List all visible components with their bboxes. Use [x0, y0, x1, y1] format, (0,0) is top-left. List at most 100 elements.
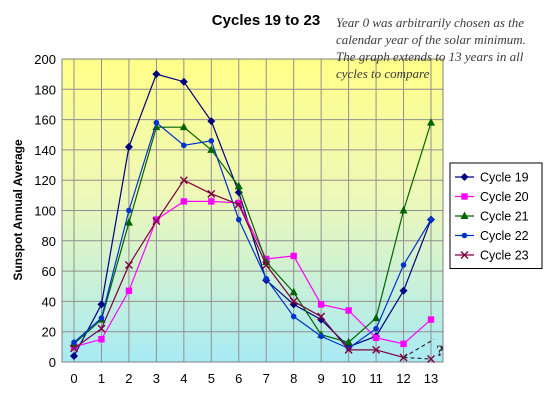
- data-point: [179, 176, 188, 185]
- y-tick-label: 60: [42, 264, 56, 279]
- y-tick-label: 160: [34, 113, 56, 128]
- data-point: [460, 211, 469, 219]
- legend-label: Cycle 20: [480, 190, 529, 204]
- x-tick-label: 6: [235, 371, 242, 386]
- legend-entry: Cycle 20: [455, 190, 529, 204]
- data-point: [460, 251, 469, 259]
- data-point: [289, 297, 298, 306]
- y-tick-label: 20: [42, 325, 56, 340]
- data-point: [372, 345, 381, 354]
- data-point: [460, 173, 469, 181]
- data-point: [180, 198, 188, 205]
- data-point: [317, 312, 326, 321]
- plot-border: [61, 58, 444, 363]
- data-point: [373, 325, 379, 332]
- y-tick-label: 180: [34, 82, 56, 97]
- x-tick-label: 2: [125, 371, 132, 386]
- data-point: [179, 77, 188, 86]
- legend-entry: Cycle 21: [455, 210, 529, 224]
- legend-entry: Cycle 23: [455, 249, 529, 263]
- data-point: [153, 216, 160, 223]
- series-cycle-22: [71, 119, 434, 352]
- chart-title: Cycles 19 to 23: [212, 12, 320, 29]
- legend-label: Cycle 22: [480, 229, 529, 243]
- data-point: [207, 145, 216, 153]
- data-point: [345, 307, 352, 314]
- y-tick-label: 0: [49, 355, 56, 370]
- data-point: [97, 300, 106, 309]
- legend-entry: Cycle 22: [455, 229, 529, 243]
- projection-question-mark: ?: [436, 343, 444, 360]
- legend-entry: Cycle 19: [455, 171, 529, 185]
- x-tick-label: 11: [369, 371, 383, 386]
- data-point: [427, 118, 435, 126]
- data-point: [344, 337, 353, 346]
- x-tick-label: 8: [290, 371, 297, 386]
- x-tick-label: 7: [263, 371, 270, 386]
- y-axis-label: Sunspot Annual Average: [11, 139, 25, 281]
- data-point: [98, 336, 105, 343]
- data-point: [124, 218, 133, 226]
- data-point: [125, 287, 133, 294]
- data-point: [208, 198, 215, 205]
- data-point: [290, 252, 297, 260]
- y-tick-label: 80: [42, 234, 56, 249]
- projection-line-upper: [403, 338, 435, 358]
- data-point: [234, 200, 243, 209]
- data-point: [289, 287, 298, 296]
- data-point: [427, 354, 435, 363]
- series-line: [73, 73, 432, 357]
- data-point: [318, 333, 324, 340]
- data-point: [344, 345, 353, 354]
- data-point: [153, 119, 160, 126]
- x-tick-label: 5: [208, 371, 215, 386]
- y-tick-label: 200: [34, 52, 56, 67]
- series-line: [73, 122, 432, 345]
- data-point: [124, 261, 133, 270]
- x-tick-label: 1: [98, 371, 105, 386]
- data-point: [400, 262, 407, 268]
- data-point: [70, 344, 78, 353]
- data-point: [399, 286, 408, 295]
- legend-label: Cycle 21: [480, 210, 529, 224]
- data-point: [290, 313, 297, 320]
- data-point: [372, 334, 380, 341]
- legend-label: Cycle 23: [480, 249, 529, 263]
- y-tick-label: 40: [42, 294, 56, 309]
- data-point: [207, 189, 216, 198]
- y-tick-label: 120: [34, 173, 56, 188]
- projection: ?: [403, 338, 444, 363]
- data-point: [428, 216, 434, 223]
- data-point: [317, 301, 325, 308]
- x-tick-label: 13: [424, 371, 438, 386]
- data-point: [262, 261, 271, 270]
- data-point: [70, 343, 78, 351]
- data-point: [372, 313, 381, 322]
- data-point: [126, 207, 132, 214]
- series-cycle-23: [70, 176, 408, 362]
- data-point: [263, 275, 270, 282]
- x-tick-label: 9: [318, 371, 325, 386]
- x-tick-label: 3: [153, 371, 160, 386]
- data-point: [399, 206, 408, 214]
- x-tick-label: 10: [341, 371, 355, 386]
- data-point: [152, 70, 161, 79]
- data-point: [234, 181, 243, 190]
- data-point: [235, 216, 242, 223]
- y-tick-labels: 0 20 40 60 80 100 120 140 160 180 200: [34, 52, 56, 370]
- y-tick-label: 100: [34, 204, 56, 219]
- series-line: [73, 121, 432, 350]
- data-point: [97, 324, 106, 333]
- series-line: [73, 200, 432, 348]
- annotation-note: Year 0 was arbitrarily chosen as the cal…: [336, 15, 526, 81]
- data-point: [461, 232, 468, 239]
- x-tick-label: 0: [70, 371, 77, 386]
- x-tick-labels: 0 1 2 3 4 5 6 7 8 9 10 11 12 13: [70, 371, 438, 386]
- data-point: [235, 199, 242, 207]
- x-tick-label: 12: [396, 371, 410, 386]
- data-point: [181, 142, 187, 149]
- series-lines: [70, 70, 435, 362]
- legend: Cycle 19 Cycle 20 Cycle 21 Cycle 22 Cycle 23: [449, 162, 543, 269]
- data-point: [124, 142, 133, 151]
